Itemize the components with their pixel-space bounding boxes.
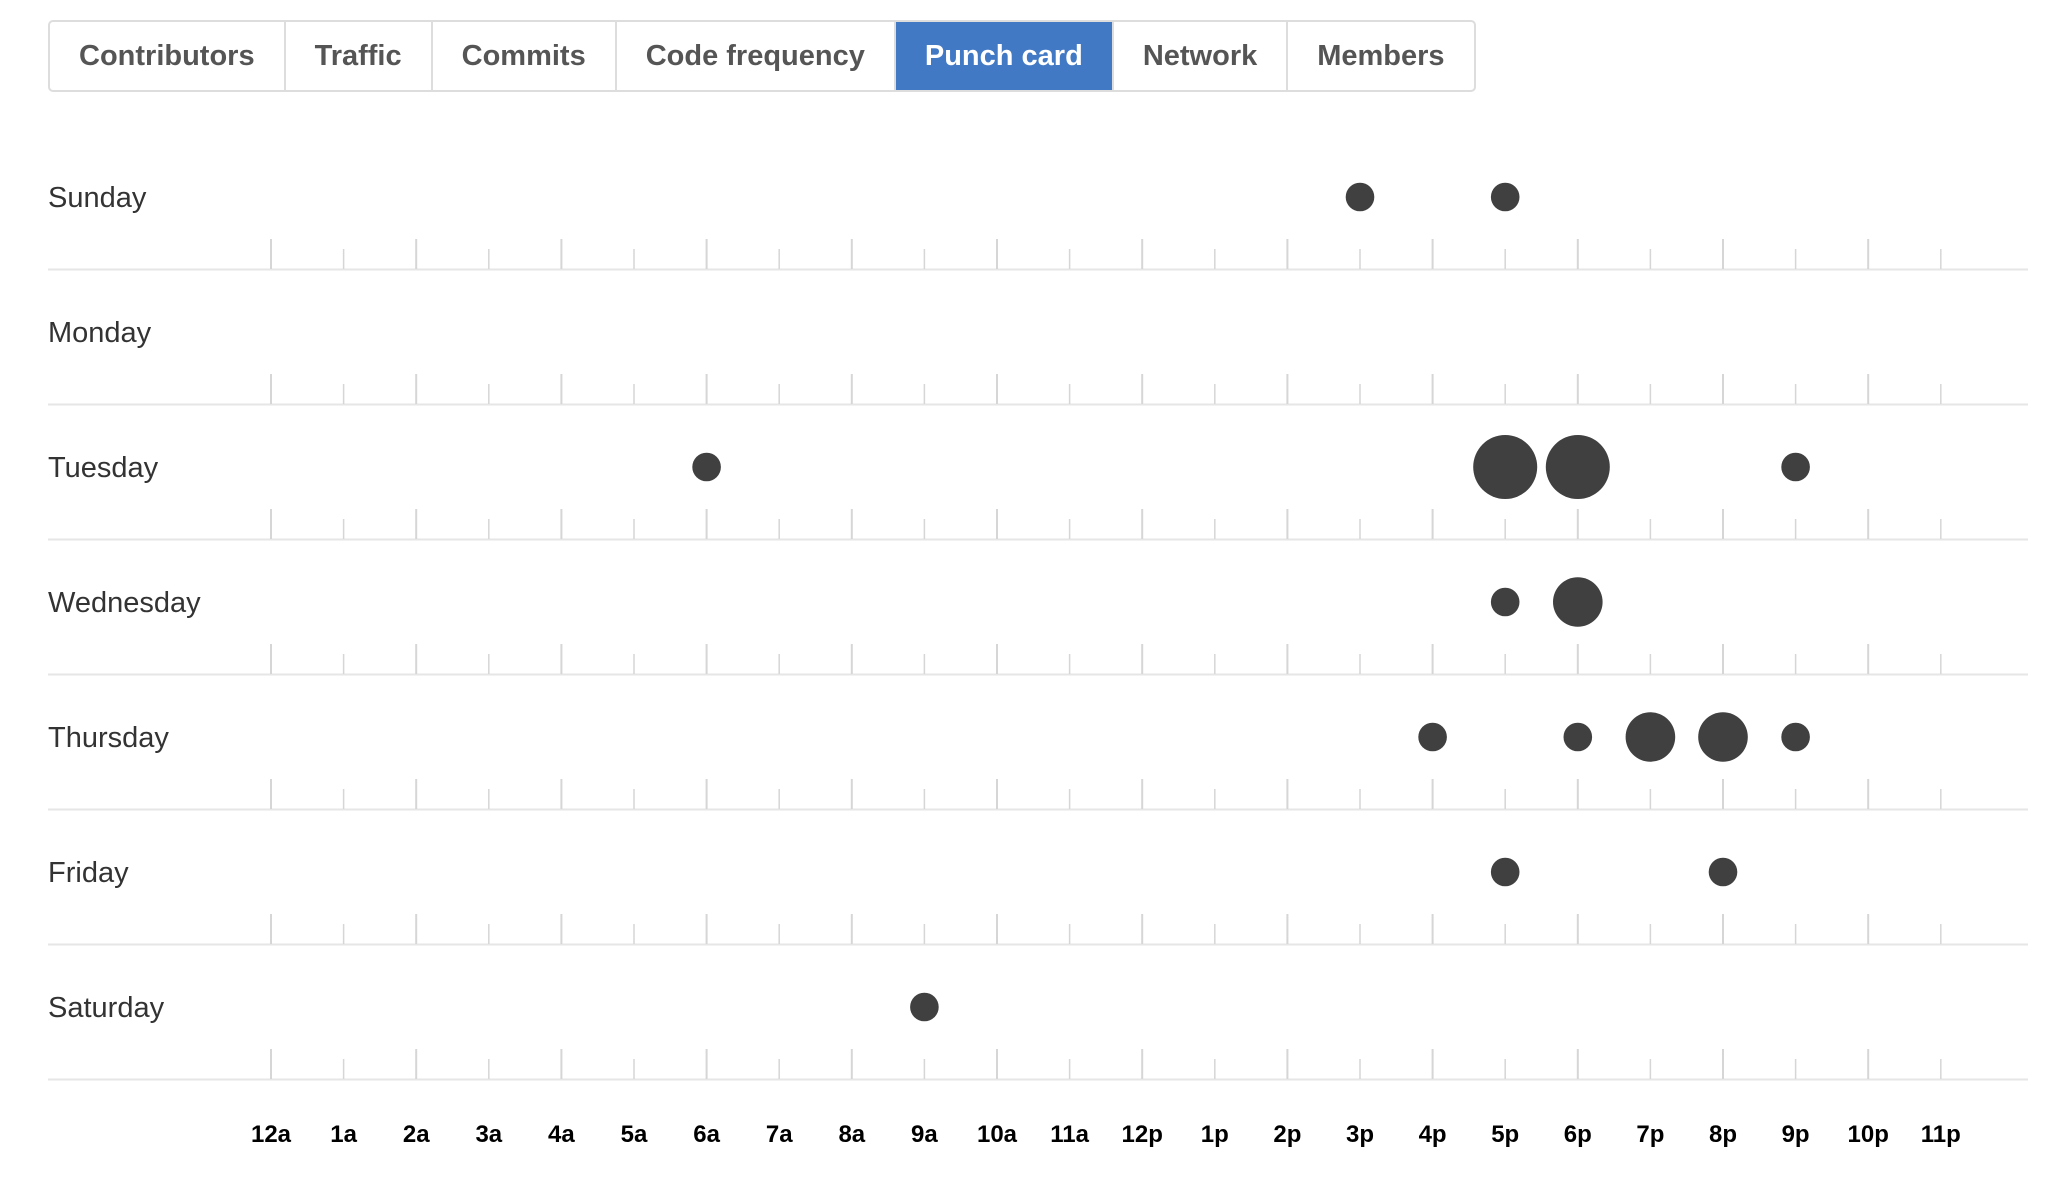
punch-dot [1490, 587, 1520, 617]
punch-dot [1545, 435, 1610, 499]
hour-label: 6a [693, 1121, 720, 1148]
graph-tabs: Contributors Traffic Commits Code freque… [48, 20, 1476, 92]
tab-traffic[interactable]: Traffic [286, 22, 433, 90]
hour-label: 10p [1848, 1121, 1889, 1148]
hour-label: 8a [838, 1121, 865, 1148]
punch-dot [1698, 712, 1748, 762]
hour-label: 12a [251, 1121, 292, 1148]
punch-dot [1418, 722, 1447, 752]
punch-dot [1345, 182, 1375, 212]
hour-label: 6p [1564, 1121, 1592, 1148]
day-label: Thursday [48, 722, 169, 754]
hour-label: 2p [1273, 1121, 1301, 1148]
day-label: Monday [48, 317, 152, 349]
hour-label: 7p [1636, 1121, 1664, 1148]
hour-label: 10a [977, 1121, 1018, 1148]
punch-dot [1708, 857, 1738, 887]
punch-dot [1781, 722, 1810, 752]
hour-label: 5p [1491, 1121, 1519, 1148]
day-label: Tuesday [48, 452, 159, 484]
tab-members[interactable]: Members [1317, 40, 1445, 72]
hour-label: 5a [621, 1121, 648, 1148]
hour-label: 8p [1709, 1121, 1737, 1148]
hour-label: 3a [475, 1121, 502, 1148]
hour-label: 4a [548, 1121, 575, 1148]
hour-label: 1p [1201, 1121, 1229, 1148]
tab-network[interactable]: Network [1114, 22, 1289, 90]
hour-label: 4p [1419, 1121, 1447, 1148]
hour-label: 2a [403, 1121, 430, 1148]
punch-dot [910, 992, 939, 1022]
punch-dot [1490, 857, 1520, 887]
punch-dot [692, 452, 721, 482]
day-label: Wednesday [48, 587, 201, 619]
punch-dot [1625, 712, 1676, 762]
punch-dot [1553, 577, 1603, 627]
tab-commits[interactable]: Commits [433, 22, 617, 90]
hour-label: 12p [1122, 1121, 1163, 1148]
punch-dot [1490, 182, 1520, 212]
hour-label: 3p [1346, 1121, 1374, 1148]
hour-label: 9p [1782, 1121, 1810, 1148]
hour-label: 9a [911, 1121, 938, 1148]
hour-label: 7a [766, 1121, 793, 1148]
tab-contributors[interactable]: Contributors [50, 22, 286, 90]
hour-label: 11p [1921, 1121, 1961, 1148]
day-label: Sunday [48, 182, 147, 214]
day-label: Friday [48, 857, 129, 889]
punch-dot [1781, 452, 1810, 482]
hour-label: 1a [330, 1121, 357, 1148]
punch-dot [1563, 722, 1593, 752]
day-label: Saturday [48, 992, 165, 1024]
hour-label: 11a [1050, 1121, 1089, 1148]
tab-punch-card[interactable]: Punch card [895, 22, 1114, 90]
tab-code-frequency[interactable]: Code frequency [617, 22, 896, 90]
punch-dot [1473, 435, 1538, 499]
